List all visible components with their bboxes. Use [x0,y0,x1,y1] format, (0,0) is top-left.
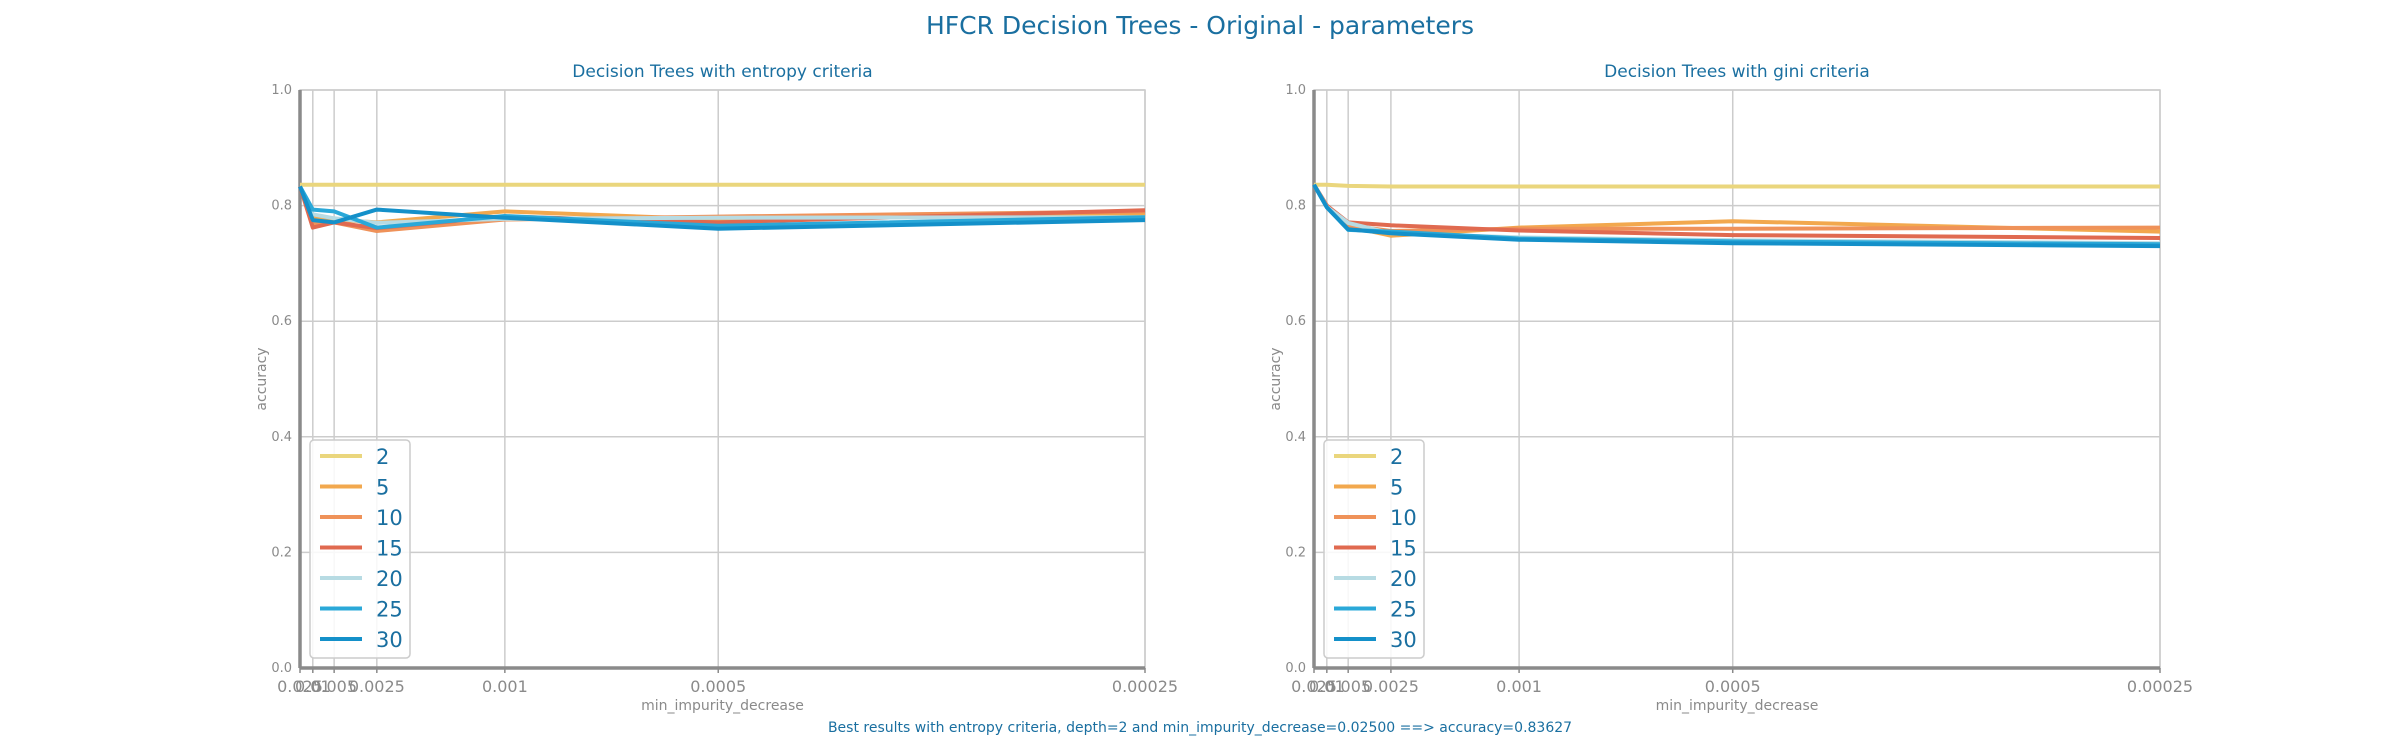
legend-label: 20 [376,567,403,591]
x-tick-label: 0.01 [1309,677,1345,696]
x-axis-label: min_impurity_decrease [1656,698,1819,714]
legend-label: 2 [376,445,389,469]
x-tick-label: 0.025 [1291,677,1337,696]
y-tick-label: 0.2 [271,545,292,560]
y-tick-label: 0.8 [1285,199,1306,214]
legend-label: 25 [1390,598,1417,622]
series-line-2 [1314,182,2160,189]
x-tick-label: 0.0005 [690,677,746,696]
x-tick-label: 0.025 [277,677,323,696]
legend-label: 10 [376,506,403,530]
x-tick-label: 0.0025 [1363,677,1419,696]
best-result-caption: Best results with entropy criteria, dept… [828,720,1572,736]
y-tick-label: 0.4 [271,430,292,445]
legend-label: 20 [1390,567,1417,591]
series-line-20 [298,185,1146,225]
y-tick-label: 0.8 [271,199,292,214]
y-tick-label: 0.0 [271,661,292,676]
figure-title: HFCR Decision Trees - Original - paramet… [926,11,1474,40]
y-tick-label: 0.4 [1285,430,1306,445]
legend-label: 15 [1390,537,1417,561]
x-tick-label: 0.0005 [1705,677,1761,696]
series-line-25 [298,185,1146,230]
series-line-10 [1312,183,2161,233]
chart-title: Decision Trees with gini criteria [1604,62,1870,82]
x-tick-label: 0.001 [482,677,528,696]
y-tick-label: 0.6 [271,314,292,329]
legend-label: 2 [1390,445,1403,469]
y-tick-label: 1.0 [271,83,292,98]
x-tick-label: 0.001 [1496,677,1542,696]
chart-title: Decision Trees with entropy criteria [572,62,872,82]
y-axis-label: accuracy [254,347,270,410]
x-axis-label: min_impurity_decrease [641,698,804,714]
plot-frame [299,89,1146,669]
legend-label: 5 [1390,476,1403,500]
y-tick-label: 0.0 [1285,661,1306,676]
x-tick-label: 0.00025 [2127,677,2193,696]
x-tick-label: 0.0025 [349,677,405,696]
x-tick-label: 0.00025 [1112,677,1178,696]
series-line-30 [1312,183,2161,249]
series-line-30 [298,185,1146,231]
legend-label: 15 [376,537,403,561]
x-tick-label: 0.01 [295,677,331,696]
legend-label: 10 [1390,506,1417,530]
y-axis-label: accuracy [1268,347,1284,410]
legend-label: 5 [376,476,389,500]
plot-frame [1313,89,2161,669]
legend-label: 25 [376,598,403,622]
legend-label: 30 [1390,628,1417,652]
legend-label: 30 [376,628,403,652]
y-tick-label: 1.0 [1285,83,1306,98]
x-tick-label: 0.005 [311,677,357,696]
y-tick-label: 0.6 [1285,314,1306,329]
y-tick-label: 0.2 [1285,545,1306,560]
x-tick-label: 0.005 [1325,677,1371,696]
